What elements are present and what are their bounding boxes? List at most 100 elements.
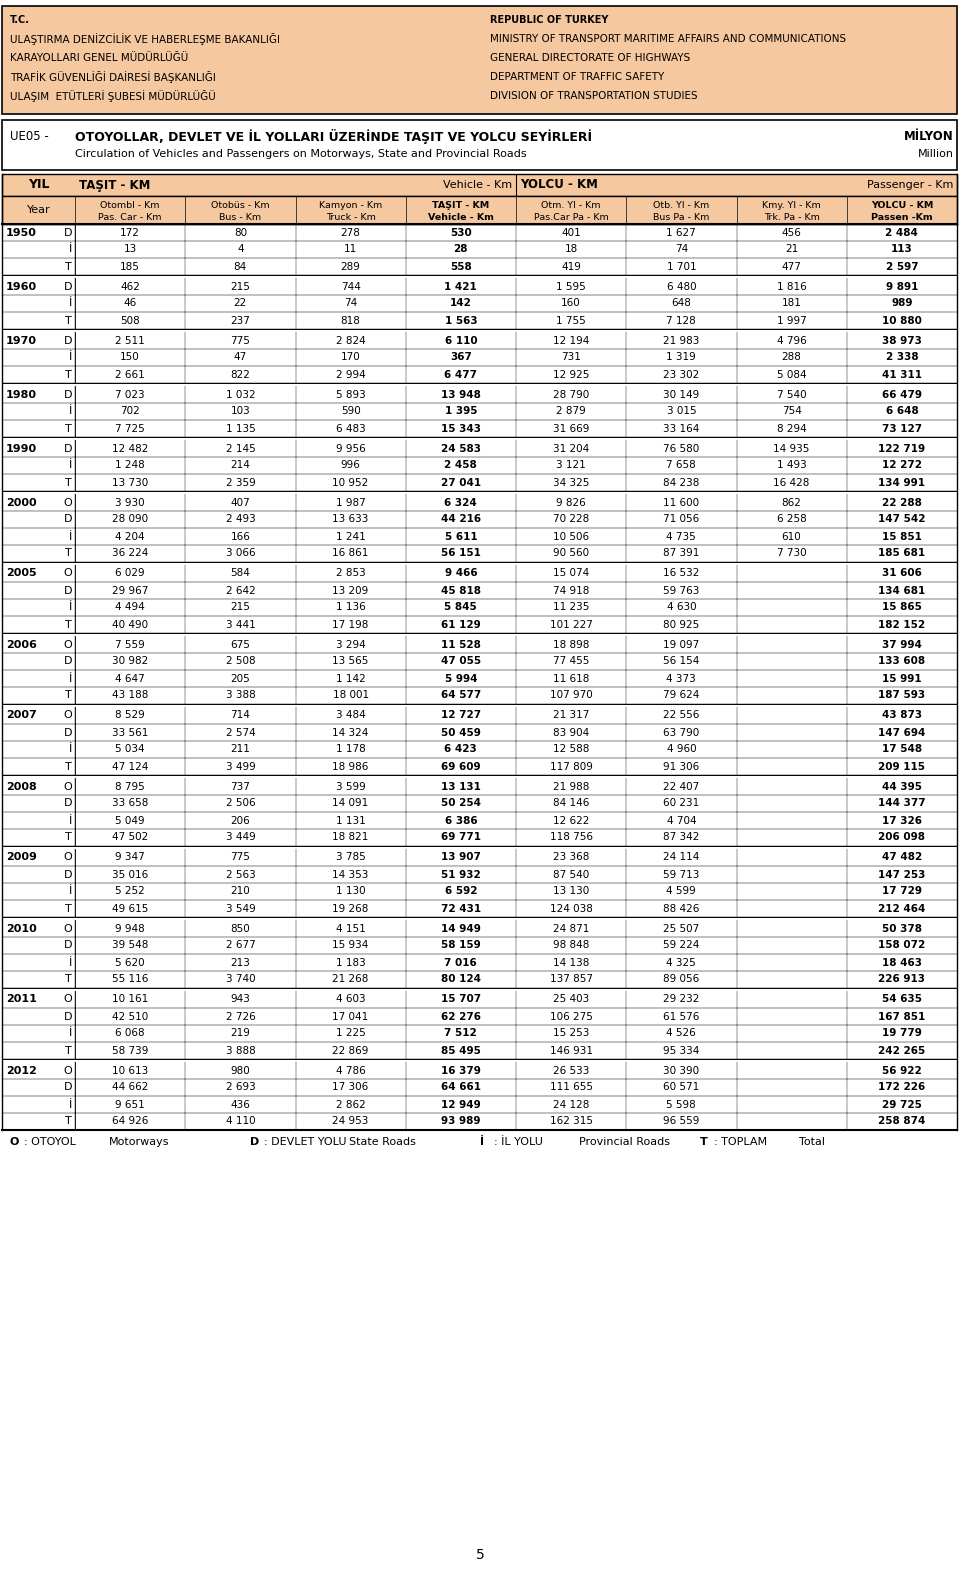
Text: 18: 18: [564, 245, 578, 254]
Text: 477: 477: [781, 262, 802, 271]
Text: D: D: [63, 656, 72, 667]
Text: D: D: [63, 940, 72, 951]
Text: 3 888: 3 888: [226, 1045, 255, 1056]
Text: D: D: [63, 869, 72, 880]
Text: 30 982: 30 982: [112, 656, 148, 667]
Text: 3 549: 3 549: [226, 904, 255, 913]
Text: T: T: [65, 424, 72, 433]
Text: MINISTRY OF TRANSPORT MARITIME AFFAIRS AND COMMUNICATIONS: MINISTRY OF TRANSPORT MARITIME AFFAIRS A…: [490, 35, 846, 44]
Text: 60 571: 60 571: [663, 1083, 700, 1092]
Text: 14 935: 14 935: [774, 444, 810, 453]
Text: 44 216: 44 216: [441, 515, 481, 524]
Text: 4 603: 4 603: [336, 995, 366, 1004]
Text: 775: 775: [230, 336, 251, 345]
Text: 13 130: 13 130: [553, 886, 589, 896]
Text: 2 642: 2 642: [226, 585, 255, 596]
Text: Pas. Car - Km: Pas. Car - Km: [98, 212, 162, 221]
Text: İ: İ: [69, 460, 72, 471]
Text: Year: Year: [27, 206, 50, 215]
Text: 367: 367: [450, 353, 471, 362]
Text: 84 146: 84 146: [553, 799, 589, 808]
Text: 4 373: 4 373: [666, 673, 696, 684]
Text: 185 681: 185 681: [878, 549, 925, 559]
Text: T.C.: T.C.: [10, 16, 30, 25]
Text: D: D: [63, 389, 72, 400]
Text: 33 164: 33 164: [663, 424, 700, 433]
Text: 4 704: 4 704: [666, 816, 696, 825]
Text: 185: 185: [120, 262, 140, 271]
Text: 18 986: 18 986: [332, 761, 369, 772]
Text: 19 268: 19 268: [332, 904, 369, 913]
Text: 288: 288: [781, 353, 802, 362]
Text: Circulation of Vehicles and Passengers on Motorways, State and Provincial Roads: Circulation of Vehicles and Passengers o…: [75, 149, 527, 158]
Text: 29 725: 29 725: [882, 1100, 922, 1109]
Text: 1 135: 1 135: [226, 424, 255, 433]
Text: 7 658: 7 658: [666, 460, 696, 471]
Text: 1 130: 1 130: [336, 886, 366, 896]
Text: 13 907: 13 907: [441, 852, 481, 863]
Text: 4 630: 4 630: [666, 602, 696, 612]
Text: 12 925: 12 925: [553, 370, 589, 380]
Text: Trk. Pa - Km: Trk. Pa - Km: [764, 212, 820, 221]
Text: İ: İ: [69, 957, 72, 968]
Text: 1 987: 1 987: [336, 497, 366, 507]
Text: 4 735: 4 735: [666, 532, 696, 541]
Text: 91 306: 91 306: [663, 761, 700, 772]
Text: 12 272: 12 272: [882, 460, 922, 471]
Text: 3 121: 3 121: [556, 460, 586, 471]
Text: 122 719: 122 719: [878, 444, 925, 453]
Text: D: D: [63, 728, 72, 737]
Text: 7 016: 7 016: [444, 957, 477, 968]
Text: 1 563: 1 563: [444, 315, 477, 325]
Text: 2 824: 2 824: [336, 336, 366, 345]
Text: 13 948: 13 948: [441, 389, 481, 400]
Text: 31 606: 31 606: [882, 568, 922, 579]
Text: 6 068: 6 068: [115, 1029, 145, 1039]
Text: 3 066: 3 066: [226, 549, 255, 559]
Text: 160: 160: [562, 298, 581, 309]
Text: O: O: [63, 852, 72, 863]
Text: 1 627: 1 627: [666, 228, 696, 237]
Text: 1 142: 1 142: [336, 673, 366, 684]
Text: 5 034: 5 034: [115, 745, 145, 755]
Text: 137 857: 137 857: [550, 974, 592, 984]
Text: Bus - Km: Bus - Km: [219, 212, 261, 221]
Text: 30 149: 30 149: [663, 389, 700, 400]
Text: 3 930: 3 930: [115, 497, 145, 507]
Text: 28: 28: [454, 245, 468, 254]
Text: İ: İ: [69, 406, 72, 416]
Text: 754: 754: [781, 406, 802, 416]
Text: 11 618: 11 618: [553, 673, 589, 684]
Text: 818: 818: [341, 315, 361, 325]
Text: 943: 943: [230, 995, 251, 1004]
Text: 74: 74: [675, 245, 688, 254]
Text: 2 508: 2 508: [226, 656, 255, 667]
Text: 61 576: 61 576: [663, 1012, 700, 1021]
Text: D: D: [63, 585, 72, 596]
Text: YOLCU - KM: YOLCU - KM: [871, 201, 933, 210]
Text: 3 740: 3 740: [226, 974, 255, 984]
Text: 5 845: 5 845: [444, 602, 477, 612]
Text: T: T: [65, 315, 72, 325]
Text: T: T: [65, 974, 72, 984]
Text: 12 588: 12 588: [553, 745, 589, 755]
Text: 22 407: 22 407: [663, 781, 700, 791]
Text: 648: 648: [671, 298, 691, 309]
Text: 17 729: 17 729: [882, 886, 922, 896]
Text: Million: Million: [918, 149, 954, 158]
Text: YOLCU - KM: YOLCU - KM: [520, 179, 598, 191]
Text: 1 241: 1 241: [336, 532, 366, 541]
Text: 133 608: 133 608: [878, 656, 925, 667]
Text: 2 677: 2 677: [226, 940, 255, 951]
Text: 23 302: 23 302: [663, 370, 700, 380]
Text: 2008: 2008: [6, 781, 36, 791]
Text: 66 479: 66 479: [882, 389, 922, 400]
Text: 7 023: 7 023: [115, 389, 145, 400]
Text: T: T: [65, 370, 72, 380]
Text: İ: İ: [69, 745, 72, 755]
Text: 7 725: 7 725: [115, 424, 145, 433]
Text: 49 615: 49 615: [112, 904, 148, 913]
Text: YIL: YIL: [28, 179, 49, 191]
Text: 850: 850: [230, 924, 251, 934]
Text: 15 865: 15 865: [882, 602, 922, 612]
